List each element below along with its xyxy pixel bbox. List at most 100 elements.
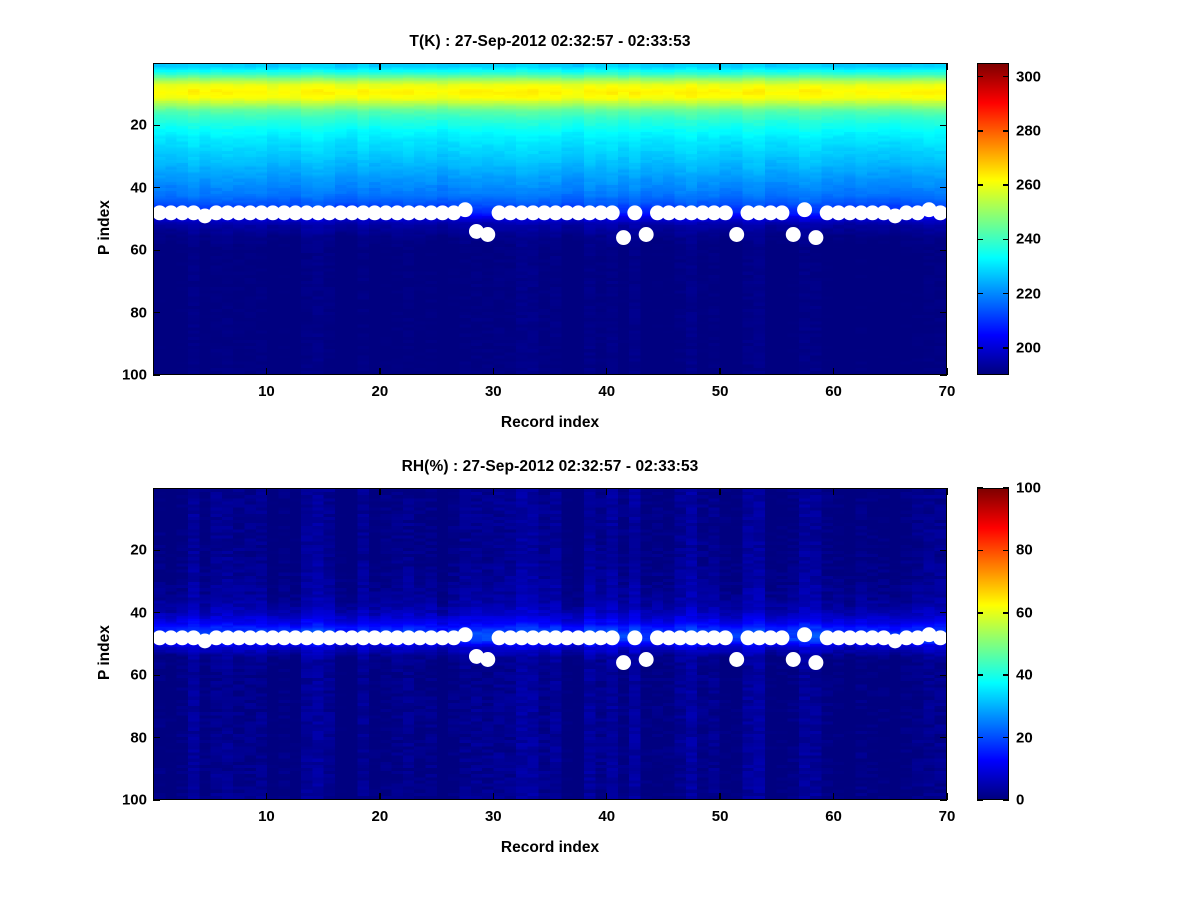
colorbar-tick xyxy=(1003,347,1009,349)
surface-marker xyxy=(876,630,892,646)
surface-marker xyxy=(650,630,665,646)
y-tick xyxy=(940,311,947,314)
y-tick xyxy=(153,249,160,251)
surface-marker xyxy=(276,205,292,221)
surface-marker xyxy=(887,633,903,649)
y-tick-label: 80 xyxy=(130,729,147,747)
colorbar-tick xyxy=(1003,184,1009,186)
surface-marker xyxy=(412,630,428,646)
y-tick xyxy=(940,674,947,676)
surface-marker xyxy=(446,630,462,646)
colorbar-tick xyxy=(1003,799,1009,801)
surface-marker xyxy=(797,202,813,218)
y-tick xyxy=(153,311,160,314)
x-tick xyxy=(832,368,835,375)
humidity-colorbar xyxy=(977,488,1009,800)
surface-marker xyxy=(446,205,462,221)
surface-marker xyxy=(468,648,484,664)
x-tick xyxy=(946,793,948,800)
surface-marker xyxy=(729,652,745,667)
x-tick xyxy=(832,488,835,495)
surface-marker xyxy=(231,205,247,221)
surface-marker xyxy=(548,205,564,221)
y-tick xyxy=(940,612,947,614)
surface-marker xyxy=(717,630,733,646)
x-tick xyxy=(719,488,721,495)
surface-marker xyxy=(706,205,722,221)
humidity-panel: RH(%) : 27-Sep-2012 02:32:57 - 02:33:53 … xyxy=(0,425,1200,900)
humidity-heatmap-axes xyxy=(153,488,947,800)
surface-marker xyxy=(457,202,473,218)
temperature-colorbar xyxy=(977,63,1009,375)
surface-marker xyxy=(174,205,190,221)
surface-marker xyxy=(276,630,292,646)
y-tick-label: 40 xyxy=(130,179,147,197)
surface-marker xyxy=(525,205,541,221)
surface-marker xyxy=(785,227,801,242)
surface-marker xyxy=(616,230,632,246)
colorbar-tick xyxy=(1003,292,1009,295)
surface-marker xyxy=(287,630,303,646)
y-tick xyxy=(153,374,160,376)
colorbar-tick xyxy=(977,736,983,739)
surface-marker xyxy=(831,630,846,646)
surface-marker xyxy=(163,205,179,221)
x-tick xyxy=(265,63,268,70)
colorbar-tick xyxy=(977,238,983,241)
surface-marker xyxy=(661,630,677,646)
x-tick xyxy=(946,63,948,70)
surface-marker xyxy=(174,630,190,646)
surface-marker xyxy=(876,205,892,221)
y-tick xyxy=(153,674,160,676)
surface-marker xyxy=(502,205,518,221)
x-tick xyxy=(265,488,268,495)
surface-marker xyxy=(231,630,247,646)
surface-marker xyxy=(423,630,439,646)
x-tick-label: 70 xyxy=(938,383,956,400)
surface-marker xyxy=(536,630,552,646)
colorbar-tick xyxy=(977,184,983,186)
x-tick xyxy=(379,488,381,495)
surface-marker xyxy=(910,630,926,646)
surface-marker xyxy=(921,627,937,643)
x-tick xyxy=(719,368,721,375)
x-tick xyxy=(492,368,494,375)
surface-marker xyxy=(774,630,790,646)
surface-marker xyxy=(932,630,946,646)
colorbar-tick xyxy=(977,799,983,801)
surface-marker xyxy=(536,205,552,221)
y-tick-label: 40 xyxy=(130,604,147,622)
surface-marker xyxy=(638,227,654,242)
surface-marker xyxy=(287,205,303,221)
surface-marker xyxy=(864,630,880,646)
surface-marker xyxy=(378,205,394,221)
surface-marker xyxy=(763,630,779,646)
surface-marker xyxy=(695,205,711,221)
x-tick xyxy=(492,488,494,495)
temperature-yaxis-label: P index xyxy=(96,200,113,255)
x-tick xyxy=(379,368,381,375)
surface-marker xyxy=(299,205,315,221)
temperature-marker-layer xyxy=(154,64,946,374)
colorbar-tick xyxy=(977,347,983,349)
surface-marker xyxy=(333,630,349,646)
x-tick-label: 50 xyxy=(711,808,729,825)
temperature-plot-title: T(K) : 27-Sep-2012 02:32:57 - 02:33:53 xyxy=(409,33,691,50)
surface-marker xyxy=(321,205,337,221)
surface-marker xyxy=(355,205,371,221)
surface-marker xyxy=(242,630,258,646)
surface-marker xyxy=(559,205,575,221)
surface-marker xyxy=(672,205,688,221)
surface-marker xyxy=(401,630,417,646)
surface-marker xyxy=(457,627,473,643)
surface-marker xyxy=(887,208,903,224)
surface-marker xyxy=(208,205,224,221)
surface-marker xyxy=(740,630,756,646)
colorbar-tick xyxy=(1003,75,1009,78)
x-tick xyxy=(606,63,608,70)
colorbar-tick-label: 20 xyxy=(1016,729,1033,747)
humidity-yaxis-label: P index xyxy=(96,625,113,680)
x-tick xyxy=(492,793,494,800)
surface-marker xyxy=(197,208,213,224)
surface-marker xyxy=(412,205,428,221)
